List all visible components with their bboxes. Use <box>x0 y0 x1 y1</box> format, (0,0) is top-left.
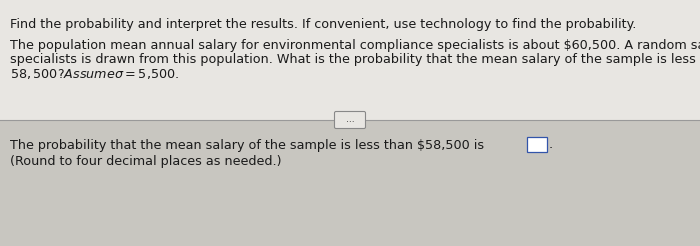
Text: (Round to four decimal places as needed.): (Round to four decimal places as needed.… <box>10 155 281 168</box>
FancyBboxPatch shape <box>335 111 365 128</box>
Text: .: . <box>549 138 553 152</box>
Bar <box>0 0 700 120</box>
FancyBboxPatch shape <box>527 137 547 152</box>
Text: specialists is drawn from this population. What is the probability that the mean: specialists is drawn from this populatio… <box>10 53 700 66</box>
Text: $58,500? Assume σ = $5,500.: $58,500? Assume σ = $5,500. <box>10 67 179 81</box>
Bar <box>0 120 700 246</box>
Text: ...: ... <box>346 116 354 124</box>
Text: The probability that the mean salary of the sample is less than $58,500 is: The probability that the mean salary of … <box>10 139 484 152</box>
Text: The population mean annual salary for environmental compliance specialists is ab: The population mean annual salary for en… <box>10 39 700 52</box>
Text: Find the probability and interpret the results. If convenient, use technology to: Find the probability and interpret the r… <box>10 18 636 31</box>
